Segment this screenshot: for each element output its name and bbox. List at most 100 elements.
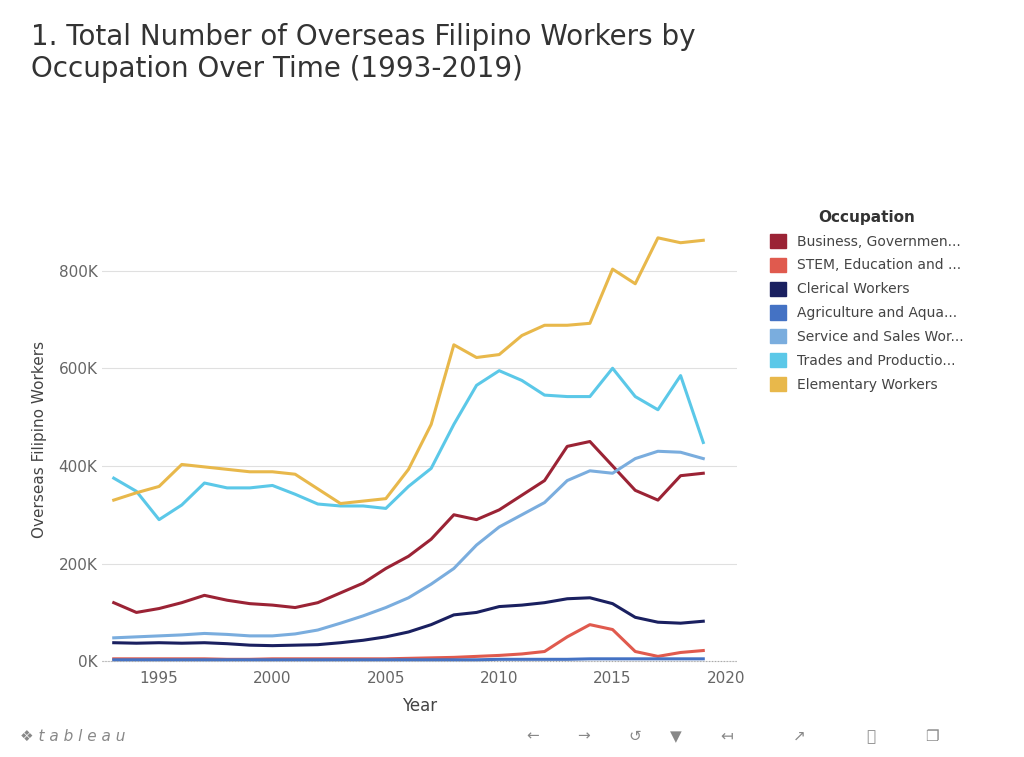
Service and Sales Wor... [311, 625, 324, 634]
Service and Sales Wor... [108, 634, 120, 643]
Agriculture and Aqua... [561, 655, 573, 664]
Clerical Workers [357, 636, 370, 645]
Trades and Productio... [561, 392, 573, 401]
Elementary Workers [629, 279, 641, 288]
Trades and Productio... [494, 366, 506, 375]
Clerical Workers [584, 593, 596, 603]
Service and Sales Wor... [447, 564, 460, 573]
Business, Governmen... [675, 471, 687, 480]
Text: ←: ← [526, 729, 539, 743]
Trades and Productio... [199, 478, 211, 488]
Elementary Workers [447, 340, 460, 349]
Service and Sales Wor... [494, 522, 506, 531]
Trades and Productio... [539, 391, 551, 400]
Line: Service and Sales Wor...: Service and Sales Wor... [114, 451, 703, 638]
Clerical Workers [289, 640, 301, 650]
Agriculture and Aqua... [380, 656, 392, 665]
Elementary Workers [130, 488, 142, 497]
Business, Governmen... [289, 603, 301, 612]
Service and Sales Wor... [539, 498, 551, 507]
Line: Business, Governmen...: Business, Governmen... [114, 441, 703, 612]
Business, Governmen... [516, 491, 528, 500]
STEM, Education and ... [675, 648, 687, 657]
Business, Governmen... [130, 608, 142, 617]
STEM, Education and ... [176, 654, 188, 663]
Trades and Productio... [697, 438, 710, 447]
Elementary Workers [380, 494, 392, 503]
Elementary Workers [516, 331, 528, 340]
Trades and Productio... [311, 500, 324, 509]
Agriculture and Aqua... [176, 656, 188, 665]
Service and Sales Wor... [629, 454, 641, 463]
Clerical Workers [335, 638, 347, 647]
Service and Sales Wor... [675, 447, 687, 456]
Clerical Workers [516, 600, 528, 609]
Service and Sales Wor... [402, 593, 415, 603]
Trades and Productio... [402, 482, 415, 491]
Line: Trades and Productio...: Trades and Productio... [114, 368, 703, 519]
Agriculture and Aqua... [108, 656, 120, 665]
Elementary Workers [470, 353, 482, 362]
Agriculture and Aqua... [675, 654, 687, 663]
Text: 1. Total Number of Overseas Filipino Workers by
Occupation Over Time (1993-2019): 1. Total Number of Overseas Filipino Wor… [31, 23, 695, 83]
Clerical Workers [675, 618, 687, 628]
Agriculture and Aqua... [425, 656, 437, 665]
Agriculture and Aqua... [221, 656, 233, 665]
Agriculture and Aqua... [244, 656, 256, 665]
Elementary Workers [606, 264, 618, 273]
Service and Sales Wor... [176, 631, 188, 640]
STEM, Education and ... [629, 647, 641, 656]
Clerical Workers [244, 640, 256, 650]
Clerical Workers [176, 639, 188, 648]
Business, Governmen... [629, 486, 641, 495]
STEM, Education and ... [289, 654, 301, 663]
Business, Governmen... [606, 461, 618, 470]
STEM, Education and ... [266, 654, 279, 663]
Service and Sales Wor... [199, 629, 211, 638]
Business, Governmen... [199, 590, 211, 600]
Trades and Productio... [606, 363, 618, 372]
Text: ▼: ▼ [670, 729, 682, 743]
Business, Governmen... [266, 600, 279, 609]
Clerical Workers [153, 638, 165, 647]
Clerical Workers [380, 632, 392, 641]
Trades and Productio... [108, 474, 120, 483]
Business, Governmen... [221, 596, 233, 605]
Clerical Workers [606, 599, 618, 608]
Agriculture and Aqua... [697, 654, 710, 663]
Business, Governmen... [153, 604, 165, 613]
STEM, Education and ... [494, 651, 506, 660]
Agriculture and Aqua... [289, 656, 301, 665]
Clerical Workers [697, 617, 710, 626]
STEM, Education and ... [130, 654, 142, 663]
Elementary Workers [153, 482, 165, 491]
Trades and Productio... [675, 371, 687, 380]
Service and Sales Wor... [266, 631, 279, 640]
Agriculture and Aqua... [153, 656, 165, 665]
Clerical Workers [561, 594, 573, 603]
Business, Governmen... [311, 598, 324, 607]
Trades and Productio... [221, 484, 233, 493]
STEM, Education and ... [584, 620, 596, 629]
Agriculture and Aqua... [130, 656, 142, 665]
Service and Sales Wor... [221, 630, 233, 639]
Service and Sales Wor... [130, 632, 142, 641]
Agriculture and Aqua... [652, 654, 665, 663]
Elementary Workers [335, 499, 347, 508]
Trades and Productio... [470, 381, 482, 390]
Trades and Productio... [130, 487, 142, 496]
Y-axis label: Overseas Filipino Workers: Overseas Filipino Workers [33, 341, 47, 537]
STEM, Education and ... [425, 653, 437, 662]
Service and Sales Wor... [584, 466, 596, 475]
Agriculture and Aqua... [606, 654, 618, 663]
Trades and Productio... [584, 392, 596, 401]
Text: ↺: ↺ [629, 729, 641, 743]
Business, Governmen... [357, 578, 370, 587]
STEM, Education and ... [311, 654, 324, 663]
Business, Governmen... [380, 564, 392, 573]
Line: Elementary Workers: Elementary Workers [114, 238, 703, 503]
Clerical Workers [652, 618, 665, 627]
Trades and Productio... [244, 484, 256, 493]
Service and Sales Wor... [380, 603, 392, 612]
Clerical Workers [470, 608, 482, 617]
